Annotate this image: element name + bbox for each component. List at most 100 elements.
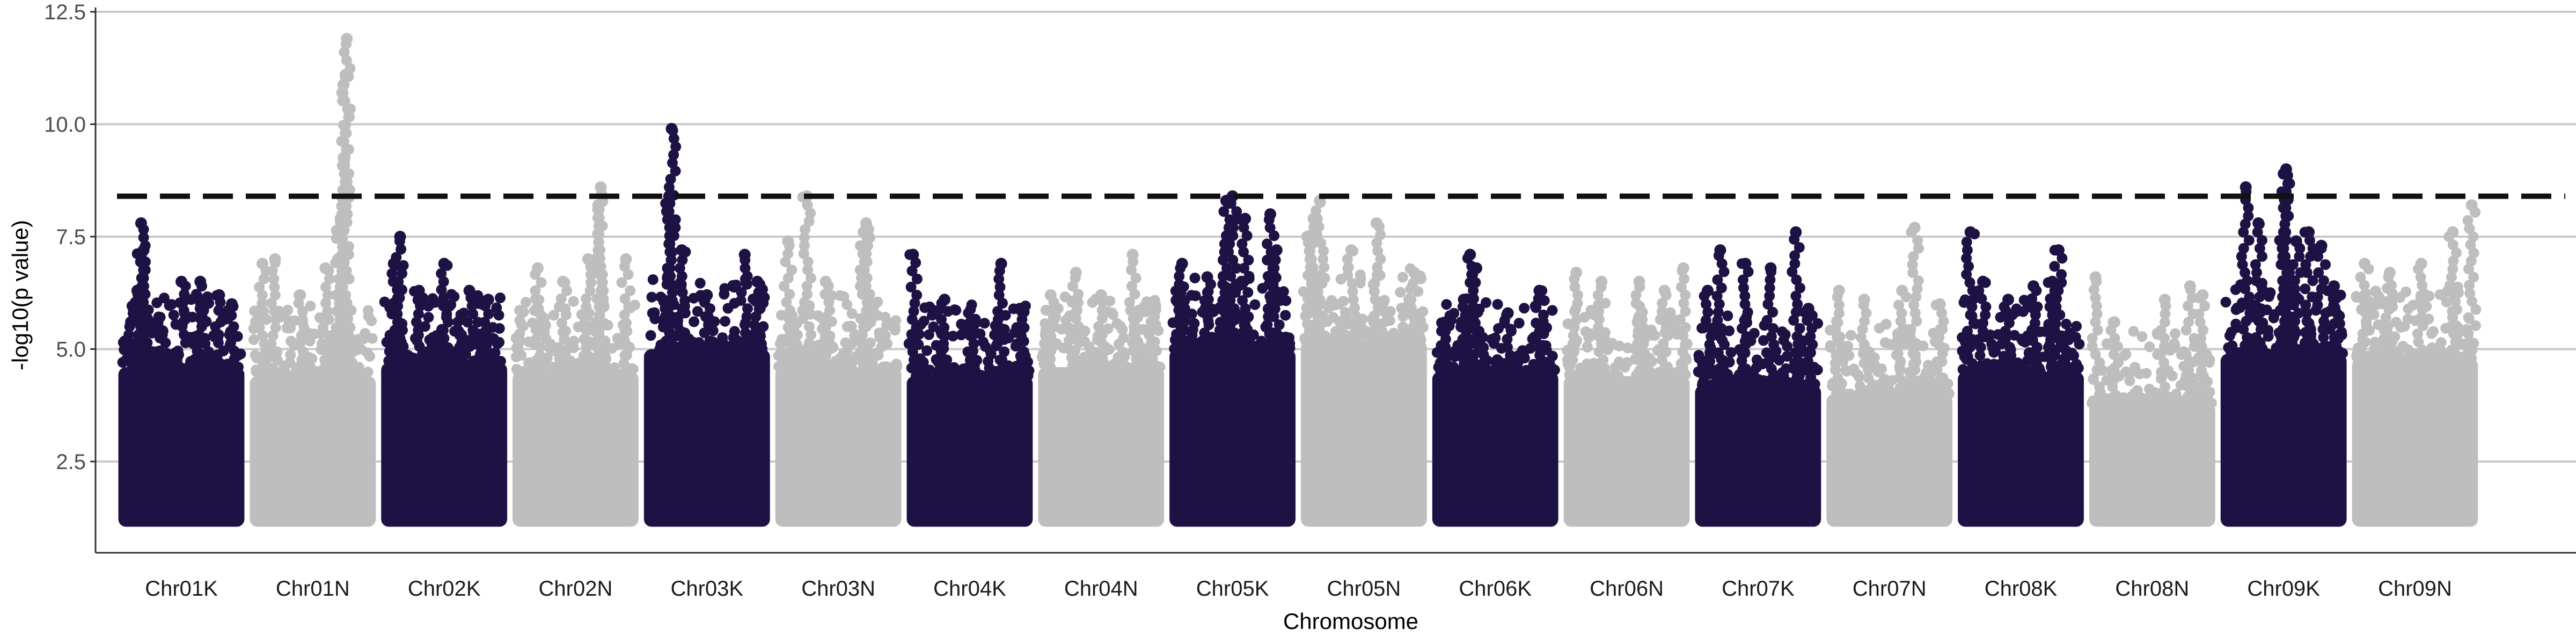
snp-point [494,323,505,334]
peak-point [294,289,306,301]
snp-point [597,277,608,288]
peak-point [156,325,169,337]
snp-point [860,313,872,324]
snp-point [195,313,206,324]
snp-point [950,305,962,316]
peak-point [1702,284,1714,297]
snp-point [797,313,809,324]
y-tick-label: 2.5 [56,450,86,474]
snp-point [1073,321,1084,332]
snp-point [997,298,1008,309]
snp-point [591,261,602,272]
series-Chr06N [1562,262,1693,527]
snp-point [341,55,352,66]
x-tick-label: Chr02N [539,577,613,601]
snp-point [665,279,677,290]
snp-point [341,265,352,276]
snp-point [517,321,529,332]
snp-point [1092,362,1103,372]
snp-point [1486,334,1497,345]
snp-point [1611,370,1622,381]
snp-point [921,345,933,356]
snp-point [2399,320,2410,332]
snp-point [864,289,875,300]
snp-point [593,366,604,377]
x-tick-label: Chr09N [2378,577,2452,601]
snp-point [846,308,858,319]
snp-point [750,327,760,339]
dense-point-cloud [250,376,376,527]
snp-point [2049,261,2060,272]
snp-point [1042,305,1053,316]
snp-point [820,329,831,340]
snp-point [393,317,405,328]
snp-point [362,367,374,378]
snp-point [1140,304,1152,316]
snp-point [1237,327,1248,339]
snp-point [715,343,727,355]
snp-point [668,230,679,241]
snp-point [1125,305,1136,316]
snp-point [298,322,310,333]
snp-point [1174,311,1185,323]
snp-point [138,297,149,308]
snp-point [272,354,283,365]
x-tick-label: Chr07K [1722,577,1795,601]
snp-point [865,305,875,316]
snp-point [168,310,179,321]
snp-point [2049,350,2060,361]
snp-point [556,317,567,328]
snp-point [408,357,420,368]
snp-point [479,317,491,328]
snp-point [1880,319,1892,330]
peak-point [2384,267,2396,279]
snp-point [717,332,728,343]
snp-point [138,281,149,292]
snp-point [646,291,657,303]
snp-point [1878,386,1889,398]
snp-point [140,305,151,316]
snp-point [1067,281,1078,292]
snp-point [1129,362,1140,372]
snp-point [140,345,151,356]
snp-point [1174,319,1185,331]
snp-point [2300,283,2311,295]
snp-point [2144,383,2155,394]
snp-point [662,319,674,331]
snp-point [1129,321,1140,332]
snp-point [1228,343,1239,355]
snp-point [338,120,349,131]
snp-point [993,289,1005,301]
snp-point [1622,342,1633,354]
snp-point [1048,321,1059,332]
peak-point [1095,289,1107,301]
snp-point [1202,311,1213,323]
snp-point [314,312,325,323]
snp-point [800,224,810,235]
snp-point [685,343,697,355]
data-points [117,33,2482,527]
snp-point [2180,398,2191,409]
snp-point [670,165,681,177]
x-tick-label: Chr01N [276,577,350,601]
snp-point [705,343,716,355]
snp-point [992,306,1004,317]
snp-point [1217,254,1228,266]
series-Chr08K [1957,226,2085,527]
snp-point [1406,294,1417,305]
snp-point [645,330,656,341]
dense-point-cloud [1301,340,1427,527]
snp-point [2220,297,2231,308]
snp-point [467,309,479,320]
snp-point [438,325,449,336]
snp-point [663,206,675,217]
peak-point [1201,271,1213,283]
snp-point [841,353,852,364]
snp-point [397,325,408,336]
snp-point [436,284,447,295]
snp-point [961,362,972,374]
snp-point [977,370,988,382]
snp-point [523,357,534,369]
peak-point [2252,217,2265,229]
